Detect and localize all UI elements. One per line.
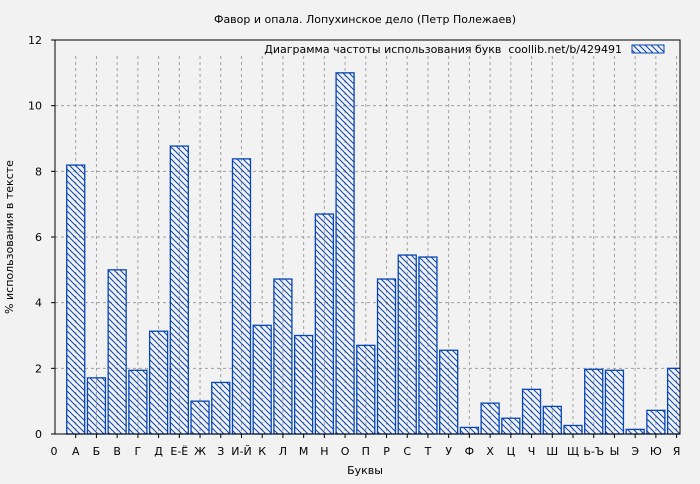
- bar-Б: [86, 377, 107, 435]
- bar-С: [397, 254, 417, 435]
- x-tick-label: Т: [424, 445, 432, 458]
- x-tick-label: Щ: [567, 445, 579, 458]
- x-tick-label: Э: [631, 445, 639, 458]
- bar-Ь-Ъ: [584, 368, 604, 435]
- x-tick-label: В: [113, 445, 121, 458]
- y-tick-label: 2: [35, 362, 42, 375]
- x-tick-label: О: [341, 445, 350, 458]
- x-tick-label: Е-Ё: [170, 445, 188, 458]
- x-tick-label: Г: [135, 445, 142, 458]
- y-tick-label: 4: [35, 297, 42, 310]
- legend-swatch: [631, 44, 665, 54]
- x-tick-label: Ц: [507, 445, 516, 458]
- bar-Е-Ё: [169, 145, 189, 435]
- x-tick-label: 0: [51, 445, 58, 458]
- y-tick-label: 8: [35, 165, 42, 178]
- x-tick-label: К: [258, 445, 266, 458]
- x-tick-label: П: [362, 445, 370, 458]
- bars: [66, 72, 680, 435]
- bar-Ф: [459, 426, 480, 435]
- x-tick-label: Л: [279, 445, 287, 458]
- bar-Н: [314, 213, 335, 435]
- legend-label: Диаграмма частоты использования букв coo…: [264, 43, 622, 56]
- x-tick-label: З: [217, 445, 224, 458]
- bar-У: [439, 349, 459, 435]
- bar-Г: [128, 369, 148, 435]
- bar-И-Й: [231, 158, 252, 435]
- bar-Ж: [190, 400, 210, 435]
- y-tick-label: 10: [28, 100, 42, 113]
- y-tick-label: 12: [28, 34, 42, 47]
- bar-З: [211, 381, 231, 435]
- bar-А: [66, 164, 86, 435]
- x-tick-label: М: [299, 445, 309, 458]
- x-tick-label: Ж: [194, 445, 206, 458]
- bar-Э: [625, 428, 645, 435]
- x-tick-label: Н: [320, 445, 328, 458]
- y-tick-label: 0: [35, 428, 42, 441]
- bar-Л: [273, 278, 293, 435]
- y-axis: 0 2 4 6 8 10 12: [28, 34, 55, 441]
- bar-О: [335, 72, 355, 435]
- bar-Д: [148, 330, 169, 435]
- x-tick-label: Я: [673, 445, 681, 458]
- x-axis: 0 А Б В Г Д Е-Ё Ж З И-Й К Л М Н О П Р С Т У Ф Х Ц Ч Ш Щ Ь-Ъ Ы Э Ю Я: [51, 434, 681, 458]
- bar-Х: [480, 402, 500, 435]
- x-tick-label: Д: [154, 445, 163, 458]
- bar-К: [252, 324, 272, 435]
- y-axis-label: % использования в тексте: [3, 160, 16, 314]
- grid: [55, 56, 680, 434]
- bar-П: [356, 344, 376, 435]
- bar-Р: [376, 278, 397, 435]
- chart-title: Фавор и опала. Лопухинское дело (Петр По…: [214, 13, 516, 26]
- y-tick-label: 6: [35, 231, 42, 244]
- x-axis-label: Буквы: [347, 464, 383, 477]
- x-tick-label: А: [72, 445, 80, 458]
- bar-Я: [666, 367, 680, 435]
- x-tick-label: Ч: [528, 445, 536, 458]
- x-tick-label: Б: [93, 445, 101, 458]
- bar-Т: [418, 256, 438, 435]
- x-tick-label: Ю: [650, 445, 662, 458]
- legend: Диаграмма частоты использования букв coo…: [264, 43, 665, 56]
- x-tick-label: С: [403, 445, 411, 458]
- x-tick-label: У: [445, 445, 452, 458]
- x-tick-label: Ы: [610, 445, 620, 458]
- x-tick-label: Х: [486, 445, 494, 458]
- bar-Ю: [646, 409, 666, 435]
- x-tick-label: Ш: [546, 445, 558, 458]
- bar-Ц: [501, 417, 521, 435]
- x-tick-label: Ф: [465, 445, 474, 458]
- x-tick-label: Р: [383, 445, 390, 458]
- bar-М: [293, 334, 314, 435]
- bar-Ш: [542, 405, 562, 435]
- bar-В: [107, 269, 127, 435]
- bar-Щ: [563, 424, 583, 435]
- bar-Ч: [521, 388, 542, 435]
- x-tick-label: И-Й: [231, 445, 251, 458]
- x-tick-label: Ь-Ъ: [583, 445, 604, 458]
- bar-Ы: [604, 369, 625, 435]
